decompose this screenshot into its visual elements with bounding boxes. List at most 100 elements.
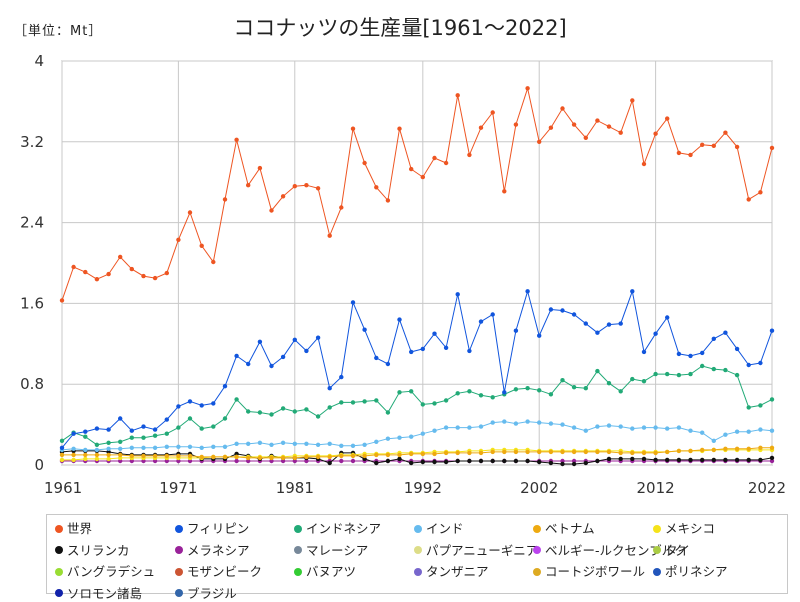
data-point	[94, 277, 100, 282]
data-point	[164, 417, 169, 422]
data-point	[257, 410, 263, 415]
data-point	[595, 118, 600, 123]
data-point	[222, 416, 228, 421]
data-point	[537, 459, 542, 465]
data-point	[409, 451, 414, 457]
data-point	[152, 458, 158, 464]
data-point	[676, 457, 682, 463]
x-axis-ticks: 1961 1971 1981 1992 2002 2012 2022	[44, 479, 786, 497]
data-point	[304, 183, 309, 188]
data-point	[315, 454, 321, 460]
data-point	[478, 125, 484, 130]
data-point	[106, 452, 111, 458]
data-point	[630, 456, 635, 462]
data-point	[467, 450, 472, 456]
x-tick-label: 1961	[44, 479, 82, 497]
data-point	[83, 456, 88, 462]
data-point	[71, 446, 76, 451]
data-point	[711, 447, 716, 453]
data-point	[409, 389, 414, 394]
data-point	[187, 453, 193, 459]
data-point	[164, 453, 169, 459]
legend-item: ベルギー-ルクセンブルク	[533, 543, 687, 559]
legend-marker-icon	[653, 567, 661, 576]
y-tick-label: 1.6	[20, 294, 44, 312]
data-point	[502, 458, 507, 464]
data-point	[246, 455, 251, 461]
data-point	[304, 407, 309, 412]
data-point	[513, 387, 519, 392]
legend-label: マレーシア	[306, 542, 369, 558]
data-point	[583, 449, 588, 455]
data-point	[525, 458, 530, 464]
data-point	[211, 259, 216, 265]
data-point	[560, 308, 565, 313]
data-point	[292, 184, 297, 189]
data-point	[502, 449, 507, 455]
data-point	[234, 397, 239, 402]
data-point	[548, 125, 554, 130]
data-point	[362, 399, 367, 404]
data-point	[304, 458, 309, 464]
data-point	[641, 425, 647, 430]
legend-item: バヌアツ	[294, 564, 356, 580]
legend-label: タンザニア	[426, 564, 489, 579]
legend-item: メキシコ	[653, 521, 715, 537]
legend-item: メラネシア	[175, 543, 250, 559]
data-point	[164, 458, 169, 464]
legend-label: 世界	[67, 521, 93, 536]
data-point	[374, 452, 379, 458]
data-point	[595, 458, 600, 464]
series-lines	[59, 86, 775, 467]
data-point	[653, 425, 658, 430]
unit-label: ［単位：Mt］	[14, 24, 103, 39]
data-point	[397, 317, 402, 322]
data-point	[711, 143, 716, 148]
data-point	[665, 457, 670, 463]
data-point	[548, 392, 554, 397]
data-point	[59, 438, 65, 443]
data-point	[59, 457, 65, 463]
data-point	[537, 388, 542, 393]
data-point	[234, 353, 239, 359]
data-point	[327, 460, 332, 466]
legend-label: コートジボワール	[545, 564, 646, 579]
data-point	[94, 456, 100, 462]
data-point	[758, 403, 763, 408]
data-point	[350, 453, 356, 459]
data-point	[630, 426, 635, 431]
data-point	[118, 254, 123, 260]
data-point	[94, 442, 100, 447]
x-tick-label: 2002	[520, 479, 558, 497]
data-point	[769, 458, 775, 464]
data-point	[315, 442, 321, 447]
data-point	[362, 442, 367, 447]
data-point	[176, 404, 181, 409]
data-point	[490, 420, 495, 425]
data-point	[164, 270, 169, 276]
data-point	[537, 333, 542, 338]
data-point	[234, 137, 239, 142]
data-point	[83, 434, 88, 439]
data-point	[257, 455, 263, 461]
legend-label: パプアニューギニア	[426, 542, 539, 558]
data-point	[502, 419, 507, 424]
data-point	[409, 434, 414, 439]
legend-marker-icon	[653, 524, 661, 533]
series-ベトナム	[59, 445, 775, 461]
data-point	[606, 449, 612, 455]
data-point	[94, 426, 100, 431]
data-point	[513, 458, 519, 464]
data-point	[641, 456, 647, 462]
data-point	[129, 428, 134, 433]
data-point	[769, 455, 775, 461]
data-point	[583, 460, 588, 466]
data-point	[280, 406, 286, 411]
data-point	[315, 335, 321, 340]
data-point	[397, 435, 402, 440]
data-point	[83, 429, 88, 434]
data-point	[700, 350, 705, 356]
legend-item: インドネシア	[294, 521, 381, 537]
data-point	[141, 424, 146, 429]
data-point	[199, 454, 204, 460]
